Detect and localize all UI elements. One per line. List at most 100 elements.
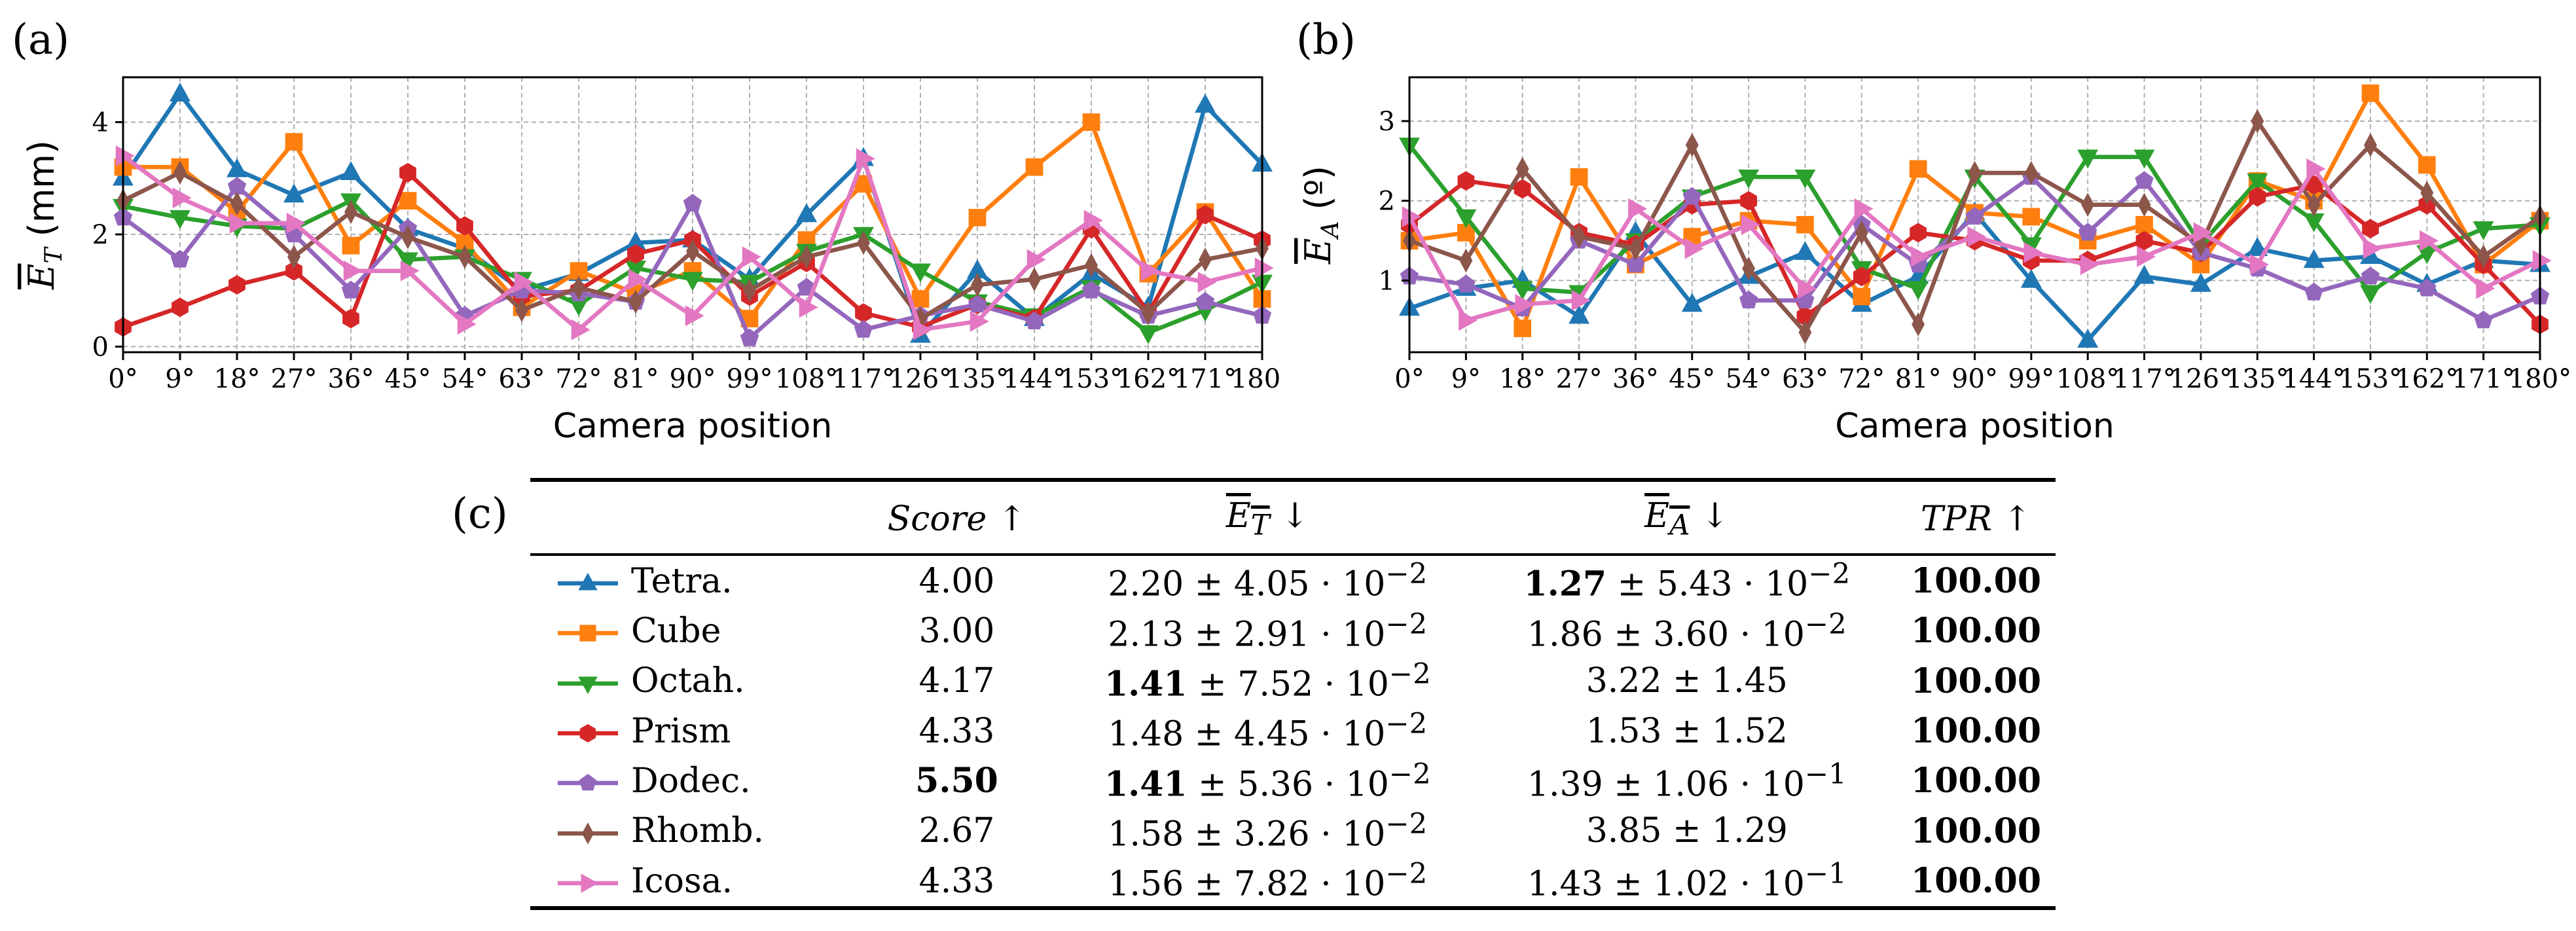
ea-cell: 3.22 ± 1.45	[1478, 656, 1896, 706]
data-point	[228, 275, 245, 295]
data-point	[2077, 149, 2099, 169]
table-row: Rhomb. 2.67 1.58 ± 3.26 · 10−2 3.85 ± 1.29 1…	[530, 806, 2056, 856]
data-point	[796, 203, 817, 223]
data-point	[1681, 293, 1703, 312]
value: 1.43	[1527, 864, 1603, 904]
header-tpr: TPR ↑	[1896, 480, 2056, 555]
value: 2.13	[1108, 615, 1184, 655]
value: ± 4.05 · 10	[1194, 564, 1386, 604]
data-point	[1459, 310, 1478, 331]
data-point	[2303, 249, 2325, 268]
table-row: Octah. 4.17 1.41 ± 7.52 · 10−2 3.22 ± 1.45 1…	[530, 656, 2056, 706]
data-point	[229, 212, 249, 234]
data-point	[2476, 278, 2495, 299]
table-row: Cube 3.00 2.13 ± 2.91 · 10−2 1.86 ± 3.60 · …	[530, 606, 2056, 656]
results-table-wrap: Score ↑ ET ↓ EA ↓ TPR ↑ Tetra. 4.00 2.20 ±…	[530, 478, 2056, 910]
table-body: Tetra. 4.00 2.20 ± 4.05 · 10−2 1.27 ± 5.43 …	[530, 555, 2056, 908]
value: 1.56	[1108, 864, 1184, 904]
series-name: Octah.	[631, 661, 745, 701]
data-point	[2474, 310, 2493, 329]
data-point	[285, 261, 302, 281]
x-tick-label: 9°	[165, 364, 194, 394]
data-point	[2081, 192, 2095, 217]
data-point	[1965, 207, 1984, 225]
ea-cell: 1.86 ± 3.60 · 10−2	[1478, 606, 1896, 656]
data-point	[571, 319, 590, 340]
x-axis-label: Camera position	[1835, 407, 2114, 446]
data-point	[2363, 238, 2382, 259]
data-point	[1629, 236, 1642, 261]
data-point	[2251, 109, 2264, 134]
data-point	[1199, 247, 1212, 272]
data-point	[1908, 281, 1929, 301]
data-point	[2135, 215, 2153, 234]
x-tick-label: 180°	[2509, 364, 2571, 394]
x-tick-label: 144°	[1003, 364, 1066, 394]
et-cell: 2.13 ± 2.91 · 10−2	[1058, 606, 1477, 656]
data-point	[1968, 160, 1982, 185]
series-cell: Icosa.	[530, 856, 856, 907]
data-point	[685, 305, 704, 327]
tpr-cell: 100.00	[1896, 756, 2056, 806]
series-name: Prism	[631, 711, 731, 751]
data-point	[1855, 221, 1868, 245]
data-point	[2135, 230, 2153, 251]
data-point	[2133, 149, 2155, 169]
data-point	[1028, 267, 1041, 291]
value: ± 5.43 · 10	[1617, 564, 1809, 604]
value: ± 2.91 · 10	[1194, 615, 1386, 655]
data-point	[1455, 209, 1477, 228]
data-point	[570, 262, 588, 280]
data-point	[1628, 198, 1648, 219]
exponent: −2	[1385, 808, 1428, 841]
x-tick-label: 153°	[2339, 364, 2402, 394]
data-point	[1967, 226, 1987, 247]
data-point	[1854, 198, 1874, 219]
legend-symbol	[581, 873, 599, 893]
x-tick-label: 108°	[2056, 364, 2119, 394]
table-header-row: Score ↑ ET ↓ EA ↓ TPR ↑	[530, 480, 2056, 555]
x-tick-label: 171°	[1174, 364, 1237, 394]
value: 1.27	[1523, 564, 1607, 604]
series-name: Rhomb.	[631, 811, 765, 851]
data-point	[1796, 215, 1814, 234]
data-point	[1195, 94, 1216, 113]
header-tpr-label: TPR	[1921, 499, 1992, 539]
value: 2.20	[1108, 564, 1184, 604]
data-point	[457, 314, 477, 335]
x-tick-label: 27°	[1556, 364, 1603, 394]
data-point	[1912, 312, 1925, 337]
data-point	[1794, 241, 1816, 261]
tpr-cell: 100.00	[1896, 555, 2056, 606]
data-point	[2304, 282, 2323, 301]
data-point	[1798, 320, 1812, 344]
data-point	[170, 249, 190, 268]
x-axis-label: Camera position	[553, 407, 833, 446]
x-tick-label: 18°	[1499, 364, 1546, 394]
data-point	[173, 160, 187, 185]
value: ± 7.82 · 10	[1194, 864, 1386, 904]
data-point	[683, 193, 702, 211]
data-point	[1853, 287, 1871, 306]
header-ea-main: E	[1644, 496, 1670, 536]
series-name: Dodec.	[631, 761, 751, 801]
value: 4.17	[918, 661, 995, 701]
data-point	[401, 225, 414, 249]
legend-symbol	[579, 774, 597, 791]
data-point	[115, 145, 135, 166]
et-cell: 1.58 ± 3.26 · 10−2	[1058, 806, 1477, 856]
data-point	[1026, 249, 1046, 270]
data-point	[799, 297, 818, 318]
x-tick-label: 0°	[108, 364, 137, 394]
value: 100.00	[1911, 611, 2042, 651]
down-arrow-icon: ↓	[1280, 496, 1309, 536]
x-tick-label: 108°	[775, 364, 838, 394]
x-tick-label: 162°	[2395, 364, 2458, 394]
ea-cell: 1.43 ± 1.02 · 10−1	[1478, 856, 1896, 907]
value: 3.85	[1586, 811, 1662, 851]
value: 1.39	[1527, 765, 1603, 805]
data-point	[2078, 223, 2097, 241]
x-tick-label: 126°	[889, 364, 952, 394]
data-point	[2247, 173, 2268, 192]
data-point	[1081, 280, 1101, 299]
